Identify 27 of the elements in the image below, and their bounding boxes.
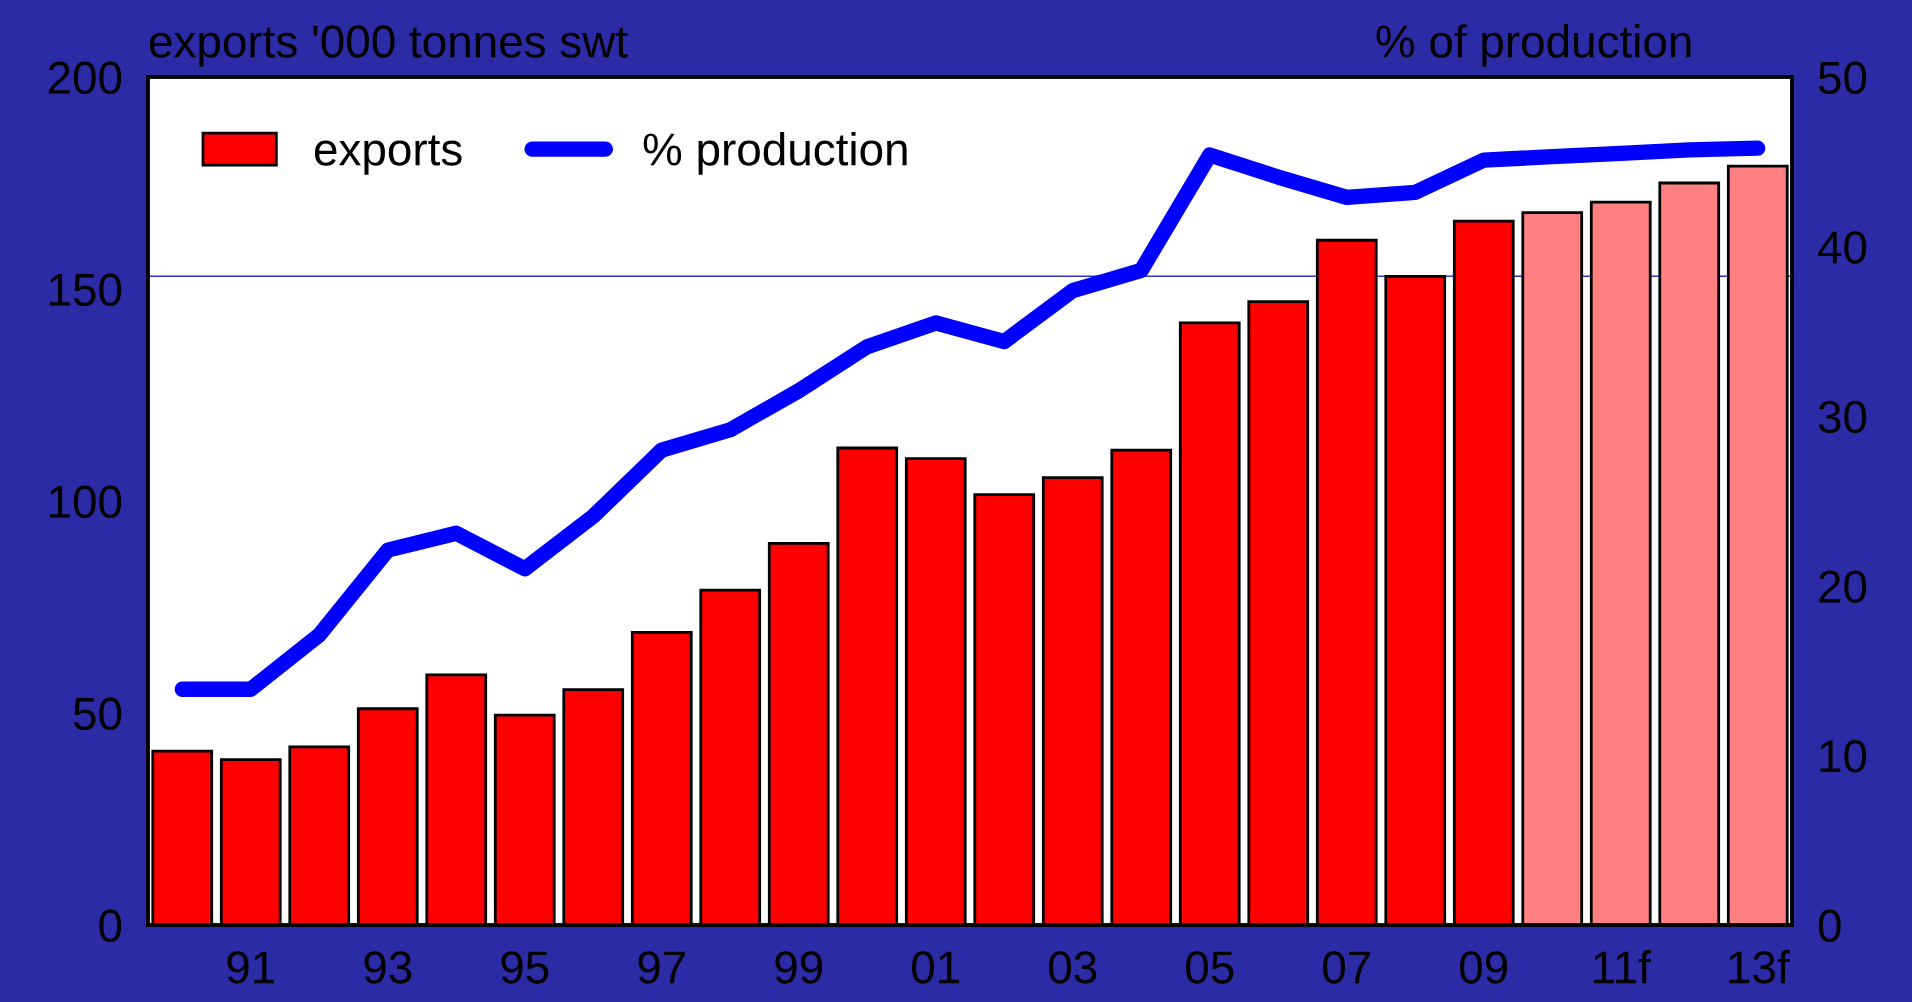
x-tick-label: 97	[638, 951, 685, 984]
y-tick-label: 50	[73, 697, 122, 731]
x-tick-label: 07	[1323, 951, 1370, 984]
x-tick-label: 91	[227, 951, 275, 984]
y-axis-title: exports '000 tonnes swt	[149, 25, 628, 67]
y2-tick-label: 20	[1819, 570, 1867, 603]
legend-label: exports	[314, 135, 462, 175]
x-tick-label: 01	[912, 951, 960, 984]
y-tick-label: 0	[99, 909, 122, 943]
y2-axis-title: % of production	[1376, 24, 1691, 67]
x-tick-label: 05	[1186, 951, 1234, 984]
y2-tick-label: 10	[1820, 740, 1867, 773]
x-tick-label: 93	[364, 951, 412, 984]
x-tick-label: 09	[1460, 951, 1508, 984]
y-tick-label: 100	[50, 485, 122, 519]
y2-tick-label: 0	[1818, 909, 1841, 943]
x-tick-label: 11f	[1594, 950, 1651, 984]
y-tick-label: 200	[48, 61, 122, 95]
x-tick-label: 13f	[1729, 950, 1790, 984]
x-tick-label: 99	[775, 951, 823, 984]
y2-tick-label: 50	[1818, 61, 1867, 95]
x-tick-label: 95	[501, 951, 549, 984]
legend-label: % production	[643, 132, 907, 175]
y2-tick-label: 40	[1818, 231, 1867, 264]
y2-tick-label: 30	[1818, 400, 1867, 434]
x-tick-label: 03	[1049, 951, 1097, 984]
y-tick-label: 150	[50, 273, 122, 307]
